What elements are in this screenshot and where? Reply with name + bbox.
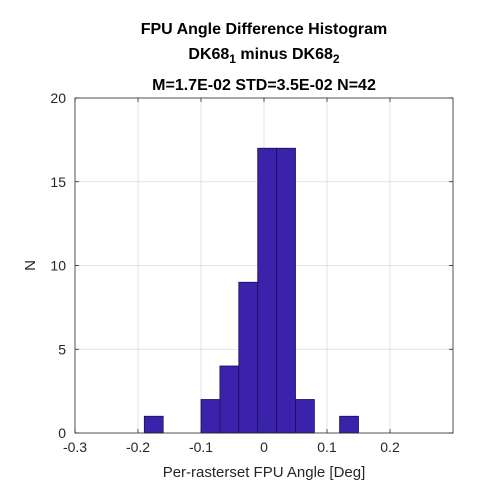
chart-title: FPU Angle Difference Histogram DK681 minu… — [141, 21, 388, 94]
x-tick-label: -0.3 — [63, 439, 87, 455]
x-tick-label: -0.2 — [126, 439, 150, 455]
y-tick-label: 0 — [58, 425, 66, 441]
y-tick-label: 5 — [58, 341, 66, 357]
title-text: minus DK68 — [236, 46, 333, 63]
histogram-bar — [257, 147, 278, 434]
y-tick-label: 10 — [50, 258, 66, 274]
y-tick-labels: 0 5 10 15 20 — [50, 90, 66, 441]
histogram-bar — [200, 399, 221, 434]
histogram-bar — [143, 415, 164, 434]
x-tick-label: 0.1 — [317, 439, 337, 455]
x-axis-label: Per-rasterset FPU Angle [Deg] — [163, 464, 366, 481]
histogram-bar — [238, 281, 259, 434]
title-text: M=1.7E-02 STD=3.5E-02 N=42 — [152, 77, 376, 94]
y-axis-label: N — [22, 260, 39, 271]
title-subscript: 1 — [229, 52, 236, 66]
x-tick-label: 0.2 — [380, 439, 400, 455]
histogram-bar — [219, 365, 240, 434]
x-tick-label: 0 — [260, 439, 268, 455]
histogram-bars — [143, 147, 359, 434]
axis-ticks — [74, 97, 453, 434]
title-subscript: 2 — [333, 52, 340, 66]
histogram-bar — [276, 147, 296, 434]
title-line-3: M=1.7E-02 STD=3.5E-02 N=42 — [152, 77, 376, 94]
title-line-2: DK681 minus DK682 — [188, 46, 340, 66]
histogram-bar — [339, 415, 359, 434]
x-tick-label: -0.1 — [189, 439, 213, 455]
y-tick-label: 15 — [50, 174, 66, 190]
title-line-1: FPU Angle Difference Histogram — [141, 21, 388, 38]
title-text: DK68 — [188, 46, 229, 63]
histogram-bar — [295, 399, 315, 434]
x-tick-labels: -0.3 -0.2 -0.1 0 0.1 0.2 — [63, 439, 400, 455]
title-text: FPU Angle Difference Histogram — [141, 21, 388, 38]
y-tick-label: 20 — [50, 90, 66, 106]
